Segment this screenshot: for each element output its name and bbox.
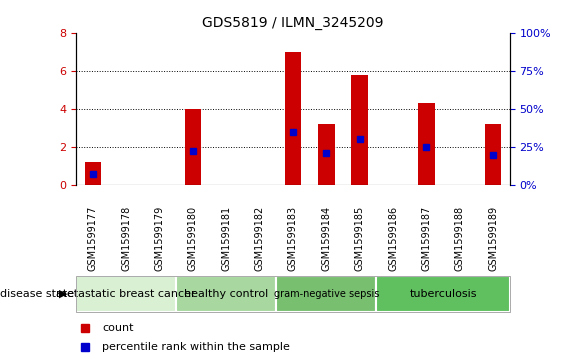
Bar — [485, 124, 502, 185]
Text: GSM1599178: GSM1599178 — [121, 206, 131, 272]
Bar — [176, 276, 277, 312]
Bar — [318, 124, 335, 185]
Title: GDS5819 / ILMN_3245209: GDS5819 / ILMN_3245209 — [202, 16, 384, 30]
Text: tuberculosis: tuberculosis — [410, 289, 477, 299]
Bar — [76, 276, 176, 312]
Text: percentile rank within the sample: percentile rank within the sample — [102, 342, 290, 352]
Bar — [285, 52, 301, 185]
Text: GSM1599186: GSM1599186 — [388, 206, 398, 272]
Text: GSM1599188: GSM1599188 — [455, 206, 465, 272]
Text: healthy control: healthy control — [184, 289, 268, 299]
Text: GSM1599180: GSM1599180 — [188, 206, 198, 272]
Bar — [418, 103, 435, 185]
Text: GSM1599177: GSM1599177 — [88, 206, 98, 272]
Text: GSM1599182: GSM1599182 — [255, 206, 265, 272]
Text: GSM1599183: GSM1599183 — [288, 206, 298, 272]
Text: GSM1599187: GSM1599187 — [421, 206, 431, 272]
Text: disease state: disease state — [0, 289, 74, 299]
Bar — [84, 162, 101, 185]
Text: count: count — [102, 323, 134, 333]
Text: gram-negative sepsis: gram-negative sepsis — [274, 289, 379, 299]
Bar — [352, 74, 368, 185]
Bar — [277, 276, 376, 312]
Bar — [185, 109, 201, 185]
Text: GSM1599179: GSM1599179 — [155, 206, 165, 272]
Text: metastatic breast cancer: metastatic breast cancer — [56, 289, 196, 299]
Text: ▶: ▶ — [59, 289, 67, 299]
Text: GSM1599189: GSM1599189 — [488, 206, 498, 272]
Text: GSM1599184: GSM1599184 — [321, 206, 331, 272]
Text: GSM1599185: GSM1599185 — [355, 206, 364, 272]
Text: GSM1599181: GSM1599181 — [222, 206, 231, 272]
Bar — [376, 276, 510, 312]
